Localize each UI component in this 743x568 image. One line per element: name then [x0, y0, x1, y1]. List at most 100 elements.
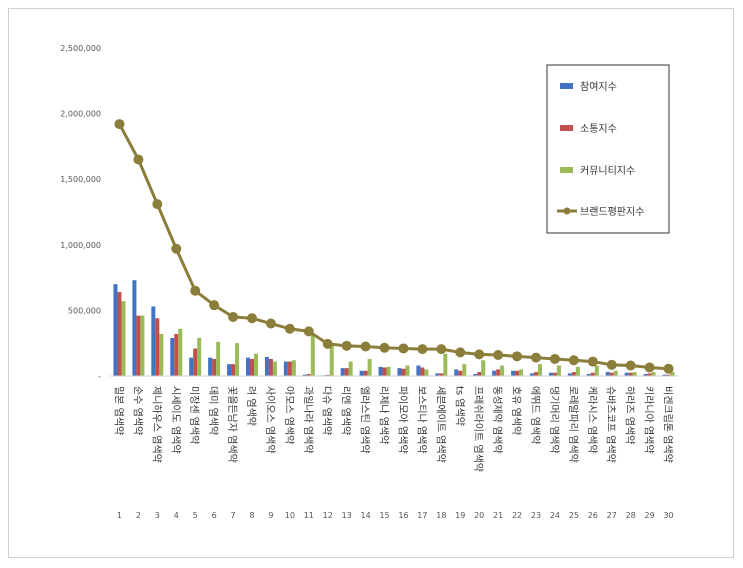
- bar-2-5: [193, 348, 198, 376]
- line-point-13: [341, 340, 352, 351]
- line-point-6: [209, 300, 220, 311]
- bar-2-20: [477, 372, 482, 376]
- bar-3-4: [178, 328, 183, 376]
- rank-label: 23: [531, 511, 541, 520]
- category-label: 밀본 염색약: [112, 386, 124, 435]
- category-label: ts 염색약: [453, 386, 465, 426]
- bar-2-9: [268, 358, 273, 376]
- bar-3-14: [367, 358, 372, 376]
- bar-3-25: [575, 366, 580, 376]
- line-point-24: [549, 353, 560, 364]
- bar-3-22: [519, 369, 524, 376]
- line-point-23: [531, 352, 541, 363]
- line-point-10: [284, 323, 295, 334]
- category-label: 로레알파리 염색약: [567, 386, 579, 463]
- legend-marker: [563, 207, 571, 215]
- bar-3-11: [310, 335, 315, 376]
- bar-2-21: [496, 369, 501, 376]
- line-point-3: [152, 199, 163, 210]
- bar-1-2: [132, 280, 137, 376]
- bar-2-12: [325, 374, 330, 376]
- bar-1-30: [662, 374, 667, 376]
- line-point-17: [417, 344, 428, 355]
- bar-1-11: [302, 374, 307, 376]
- rank-label: 11: [304, 511, 314, 520]
- bar-1-28: [624, 372, 629, 376]
- bar-2-13: [344, 368, 349, 376]
- category-label: 키라니아 염색약: [643, 386, 655, 454]
- line-point-2: [133, 154, 144, 165]
- rank-label: 7: [231, 511, 236, 520]
- bar-3-19: [462, 364, 467, 376]
- rank-label: 26: [588, 511, 598, 520]
- line-point-8: [247, 313, 257, 324]
- rank-label: 8: [249, 511, 254, 520]
- bar-3-8: [254, 353, 258, 376]
- bar-1-29: [643, 374, 648, 376]
- bar-3-29: [651, 372, 656, 376]
- bar-1-23: [530, 373, 534, 376]
- bar-1-26: [586, 374, 591, 376]
- line-point-16: [398, 343, 409, 354]
- bar-3-13: [348, 361, 353, 376]
- rank-label: 3: [155, 511, 160, 520]
- bar-3-5: [197, 337, 202, 376]
- bar-1-5: [189, 357, 194, 376]
- bar-3-16: [405, 365, 410, 376]
- y-tick-label: 2,000,000: [60, 110, 101, 119]
- category-label: 꽃을든남자 염색약: [226, 386, 238, 463]
- rank-label: 18: [436, 511, 446, 520]
- category-label: 동성제약 염색약: [491, 386, 503, 454]
- category-label: 순수 염색약: [131, 386, 143, 435]
- bar-1-3: [151, 306, 156, 376]
- y-axis: 2,500,000 2,000,000 1,500,000 1,000,000 500,…: [60, 44, 101, 381]
- line-point-27: [606, 359, 617, 370]
- rank-label: 22: [512, 511, 522, 520]
- bar-2-11: [306, 374, 311, 376]
- category-label: 려 염색약: [245, 386, 257, 426]
- bar-2-14: [363, 370, 368, 376]
- bar-1-8: [246, 357, 250, 376]
- bar-2-27: [609, 372, 614, 376]
- category-label: 세븐에이트 염색약: [434, 386, 446, 463]
- line-point-18: [436, 344, 447, 355]
- bar-2-30: [666, 374, 671, 376]
- legend-box: [546, 64, 670, 234]
- bar-1-6: [208, 357, 213, 376]
- bar-1-19: [454, 369, 459, 376]
- rank-label: 17: [417, 511, 427, 520]
- category-label: 하라즈 염색약: [624, 386, 637, 444]
- bar-1-4: [170, 337, 175, 376]
- bar-2-7: [231, 364, 236, 376]
- bar-2-8: [250, 358, 254, 376]
- legend-label: 소통지수: [580, 123, 617, 135]
- bar-1-16: [397, 368, 402, 376]
- bar-1-17: [416, 365, 421, 376]
- rank-label: 28: [626, 511, 636, 520]
- legend-swatch: [560, 167, 573, 173]
- bar-2-22: [515, 370, 520, 376]
- bar-3-21: [500, 365, 505, 376]
- bar-3-6: [216, 341, 221, 376]
- bar-2-10: [287, 361, 292, 376]
- category-label: 보스티나 염색약: [415, 386, 427, 454]
- rank-label: 4: [174, 511, 179, 520]
- bar-2-26: [590, 372, 595, 376]
- bar-3-27: [613, 370, 618, 376]
- bar-2-17: [420, 367, 425, 376]
- bar-1-18: [435, 373, 440, 376]
- bar-1-1: [113, 284, 118, 376]
- bar-2-29: [647, 373, 652, 376]
- line-point-14: [360, 341, 371, 352]
- bar-1-14: [359, 370, 364, 376]
- line-point-5: [190, 285, 201, 296]
- category-label: 아모스 염색약: [283, 386, 295, 444]
- category-label: 미장센 염색약: [188, 386, 200, 444]
- bar-1-20: [473, 374, 478, 376]
- category-label: 에뛰드 염색약: [529, 386, 541, 444]
- category-label: 파이모아 염색약: [396, 386, 408, 454]
- bar-3-2: [140, 315, 145, 376]
- line-point-28: [625, 360, 636, 371]
- category-label: 다슈 염색약: [321, 386, 333, 435]
- line-point-9: [265, 318, 276, 329]
